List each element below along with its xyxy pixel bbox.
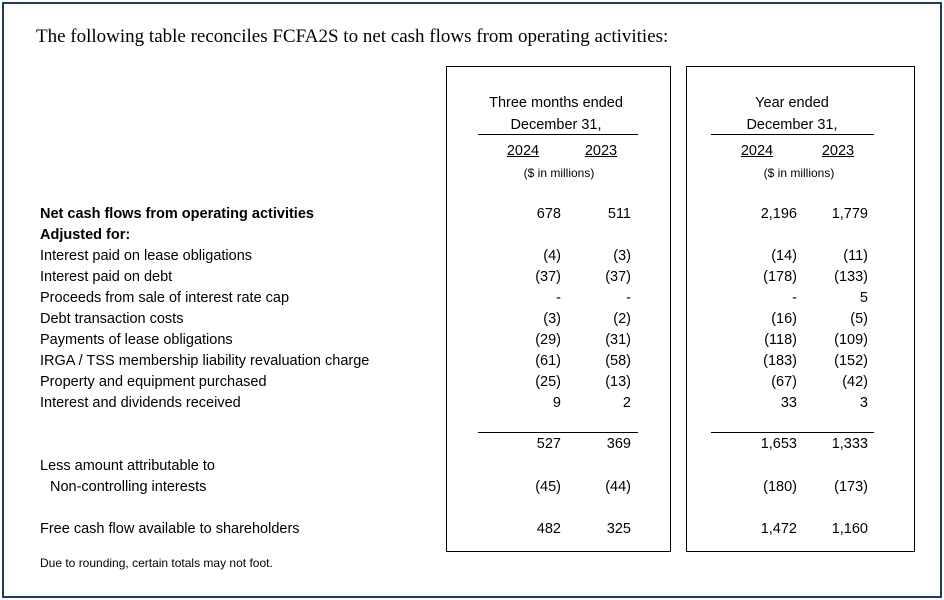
row-label: IRGA / TSS membership liability revaluat… (40, 353, 370, 369)
quarter-year-1: 2024 (506, 143, 540, 159)
fcf-row: Free cash flow available to shareholders… (0, 521, 944, 542)
row-label: Adjusted for: (40, 227, 131, 243)
table-row: Proceeds from sale of interest rate cap -… (0, 290, 944, 311)
quarter-unit: ($ in millions) (523, 166, 595, 180)
subtotal-q-2023: 369 (606, 436, 631, 452)
annual-year-1: 2024 (740, 143, 774, 159)
row-label: Interest and dividends received (40, 395, 241, 411)
row-value-q-2024: (3) (543, 311, 561, 327)
annual-unit: ($ in millions) (763, 166, 835, 180)
row-value-q-2023: 2 (622, 395, 631, 411)
less-label-line2: Non-controlling interests (50, 479, 207, 495)
table-row: Payments of lease obligations (29) (31) (11… (0, 332, 944, 353)
less-label-line1: Less amount attributable to (40, 458, 215, 474)
row-label: Proceeds from sale of interest rate cap (40, 290, 290, 306)
less-q-2023: (44) (605, 479, 631, 495)
row-label: Net cash flows from operating activities (40, 206, 314, 222)
row-value-q-2023: (31) (605, 332, 631, 348)
row-value-q-2023: (2) (613, 311, 631, 327)
row-label: Payments of lease obligations (40, 332, 233, 348)
row-value-y-2023: 1,779 (831, 206, 868, 222)
row-value-y-2024: 33 (780, 395, 797, 411)
row-value-q-2024: (4) (543, 248, 561, 264)
quarter-header-line2: December 31, (510, 117, 602, 133)
table-row: Adjusted for: (0, 227, 944, 248)
quarter-header-line1: Three months ended (489, 95, 623, 111)
row-value-y-2023: (11) (843, 248, 868, 264)
row-label: Property and equipment purchased (40, 374, 267, 390)
row-value-y-2023: (109) (834, 332, 868, 348)
subtotal-y-2023: 1,333 (831, 436, 868, 452)
row-label: Debt transaction costs (40, 311, 184, 327)
annual-column-box (686, 66, 915, 552)
footnote: Due to rounding, certain totals may not … (40, 556, 273, 570)
table-row: Property and equipment purchased (25) (13)… (0, 374, 944, 395)
fcf-label: Free cash flow available to shareholders (40, 521, 300, 537)
annual-subtotal-rule (711, 432, 874, 433)
annual-year-2: 2023 (821, 143, 855, 159)
less-y-2024: (180) (763, 479, 797, 495)
less-row: Non-controlling interests (45) (44) (180… (0, 479, 944, 500)
row-value-q-2024: (29) (535, 332, 561, 348)
row-value-q-2023: - (626, 290, 631, 306)
quarter-year-2: 2023 (584, 143, 618, 159)
row-value-y-2023: (42) (842, 374, 868, 390)
less-q-2024: (45) (535, 479, 561, 495)
quarter-subtotal-rule (478, 432, 638, 433)
row-label: Interest paid on debt (40, 269, 173, 285)
row-value-y-2024: (16) (771, 311, 797, 327)
quarter-header-rule (478, 134, 638, 135)
row-value-y-2023: (5) (850, 311, 868, 327)
less-y-2023: (173) (834, 479, 868, 495)
less-row-heading: Less amount attributable to (0, 458, 944, 479)
row-value-q-2023: (58) (605, 353, 631, 369)
subtotal-y-2024: 1,653 (760, 436, 797, 452)
annual-header-rule (711, 134, 874, 135)
row-value-y-2024: 2,196 (760, 206, 797, 222)
annual-header-line2: December 31, (746, 117, 838, 133)
fcf-y-2024: 1,472 (760, 521, 797, 537)
table-row: Interest and dividends received 9 2 33 3 (0, 395, 944, 416)
intro-text: The following table reconciles FCFA2S to… (36, 26, 669, 47)
row-value-y-2024: (67) (771, 374, 797, 390)
row-value-y-2024: (178) (763, 269, 797, 285)
row-value-q-2024: (61) (535, 353, 561, 369)
subtotal-q-2024: 527 (536, 436, 561, 452)
row-value-q-2023: 511 (607, 206, 631, 222)
row-value-y-2024: (118) (764, 332, 797, 348)
fcf-q-2024: 482 (536, 521, 561, 537)
row-value-y-2024: (183) (763, 353, 797, 369)
row-value-y-2024: (14) (771, 248, 797, 264)
table-row: Debt transaction costs (3) (2) (16) (5) (0, 311, 944, 332)
table-row: IRGA / TSS membership liability revaluat… (0, 353, 944, 374)
row-value-y-2024: - (792, 290, 797, 306)
row-value-q-2024: (37) (535, 269, 561, 285)
row-value-q-2023: (3) (613, 248, 631, 264)
table-row: Net cash flows from operating activities… (0, 206, 944, 227)
annual-header-line1: Year ended (755, 95, 829, 111)
row-value-q-2024: (25) (535, 374, 561, 390)
subtotal-row: 527 369 1,653 1,333 (0, 436, 944, 457)
fcf-y-2023: 1,160 (831, 521, 868, 537)
table-row: Interest paid on lease obligations (4) (3)… (0, 248, 944, 269)
row-value-q-2024: 678 (536, 206, 561, 222)
row-value-y-2023: 5 (859, 290, 868, 306)
row-value-y-2023: (133) (834, 269, 868, 285)
row-value-q-2024: - (556, 290, 561, 306)
row-value-q-2024: 9 (552, 395, 561, 411)
fcf-q-2023: 325 (606, 521, 631, 537)
row-value-q-2023: (13) (605, 374, 631, 390)
row-value-y-2023: 3 (859, 395, 868, 411)
table-row: Interest paid on debt (37) (37) (178) (133) (0, 269, 944, 290)
quarter-column-box (446, 66, 671, 552)
row-label: Interest paid on lease obligations (40, 248, 253, 264)
row-value-q-2023: (37) (605, 269, 631, 285)
row-value-y-2023: (152) (834, 353, 868, 369)
